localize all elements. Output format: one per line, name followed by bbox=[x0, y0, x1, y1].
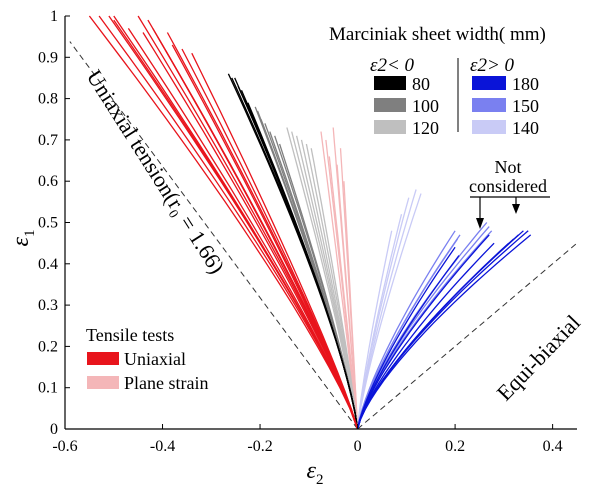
curve-180 bbox=[356, 246, 456, 430]
y-tick-label: 0.4 bbox=[38, 256, 58, 273]
y-tick-label: 0.3 bbox=[38, 297, 58, 314]
tensile-legend: Tensile tests Uniaxial Plane strain bbox=[86, 325, 208, 393]
sheet-legend-label: 100 bbox=[412, 96, 439, 116]
y-tick-label: 0.9 bbox=[38, 49, 58, 66]
not-considered-label-line2: considered bbox=[469, 176, 547, 196]
sheet-legend-swatch bbox=[472, 98, 506, 112]
curve-180 bbox=[356, 242, 495, 430]
sheet-legend-label: 150 bbox=[512, 96, 539, 116]
y-axis-label: ε1 bbox=[8, 230, 38, 247]
sheet-legend-swatch bbox=[472, 76, 506, 90]
not-considered-arrowhead-right bbox=[512, 204, 520, 214]
y-tick-label: 0.1 bbox=[38, 380, 58, 397]
tensile-legend-swatch bbox=[87, 376, 119, 389]
equi-biaxial-reference-line bbox=[357, 242, 578, 430]
sheet-legend-swatch bbox=[472, 120, 506, 134]
y-tick-label: 0.7 bbox=[38, 132, 58, 149]
curve-plane-strain bbox=[343, 181, 359, 430]
curve-140 bbox=[356, 193, 422, 430]
curve-180 bbox=[356, 234, 490, 430]
sheet-legend-title: Marciniak sheet width( mm) bbox=[329, 24, 546, 45]
x-tick-label: -0.2 bbox=[247, 438, 272, 455]
x-tick-label: 0.4 bbox=[543, 438, 563, 455]
sheet-legend-label: 140 bbox=[512, 118, 539, 138]
curve-180 bbox=[356, 234, 532, 430]
x-ticks-group: -0.6 -0.4 -0.2 0 0.2 0.4 bbox=[52, 424, 563, 455]
x-tick-label: -0.6 bbox=[52, 438, 77, 455]
sheet-legend-label: 180 bbox=[512, 74, 539, 94]
sheet-legend-label: 120 bbox=[412, 118, 439, 138]
tensile-legend-swatch bbox=[87, 352, 119, 365]
y-tick-label: 1 bbox=[50, 8, 58, 25]
x-axis-label: ε2 bbox=[307, 458, 324, 488]
x-tick-label: 0 bbox=[354, 438, 362, 455]
tensile-legend-label: Plane strain bbox=[124, 373, 208, 393]
curve-uniaxial bbox=[171, 44, 359, 430]
curve-uniaxial bbox=[127, 28, 359, 430]
not-considered-label-line1: Not bbox=[495, 157, 522, 177]
tensile-legend-label: Uniaxial bbox=[124, 349, 186, 369]
y-tick-label: 0.6 bbox=[38, 173, 58, 190]
sheet-legend-swatch bbox=[374, 76, 406, 90]
curve-plane-strain bbox=[336, 164, 359, 430]
tensile-legend-title: Tensile tests bbox=[86, 325, 174, 345]
curve-150 bbox=[356, 230, 456, 430]
y-ticks-group: 0 0.1 0.2 0.3 0.4 0.5 0.6 0.7 0.8 0.9 1 bbox=[38, 8, 70, 438]
uniaxial-reference-line bbox=[69, 41, 358, 430]
not-considered-arrowhead-left bbox=[476, 218, 484, 229]
x-tick-label: -0.4 bbox=[150, 438, 175, 455]
y-tick-label: 0.5 bbox=[38, 215, 58, 232]
curve-uniaxial bbox=[88, 15, 359, 430]
curve-150 bbox=[356, 234, 461, 430]
curve-uniaxial bbox=[191, 52, 359, 430]
curve-80 bbox=[247, 102, 359, 430]
sheet-legend-swatch bbox=[374, 98, 406, 112]
sheet-legend-neg-header: ε2< 0 bbox=[370, 55, 415, 76]
sheet-legend-pos-header: ε2> 0 bbox=[470, 55, 515, 76]
curve-plane-strain bbox=[328, 156, 359, 430]
sheet-legend-label: 80 bbox=[412, 74, 430, 94]
curves-group bbox=[88, 15, 532, 430]
curve-uniaxial bbox=[113, 15, 359, 430]
sheet-legend-swatch bbox=[374, 120, 406, 134]
y-tick-label: 0.8 bbox=[38, 91, 58, 108]
y-tick-label: 0 bbox=[50, 421, 58, 438]
curve-120 bbox=[310, 148, 359, 430]
curve-uniaxial bbox=[157, 36, 359, 430]
x-tick-label: 0.2 bbox=[445, 438, 465, 455]
sheet-width-legend: Marciniak sheet width( mm) ε2< 0 ε2> 0 8… bbox=[329, 24, 546, 138]
curve-uniaxial bbox=[142, 32, 359, 430]
y-tick-label: 0.2 bbox=[38, 338, 58, 355]
